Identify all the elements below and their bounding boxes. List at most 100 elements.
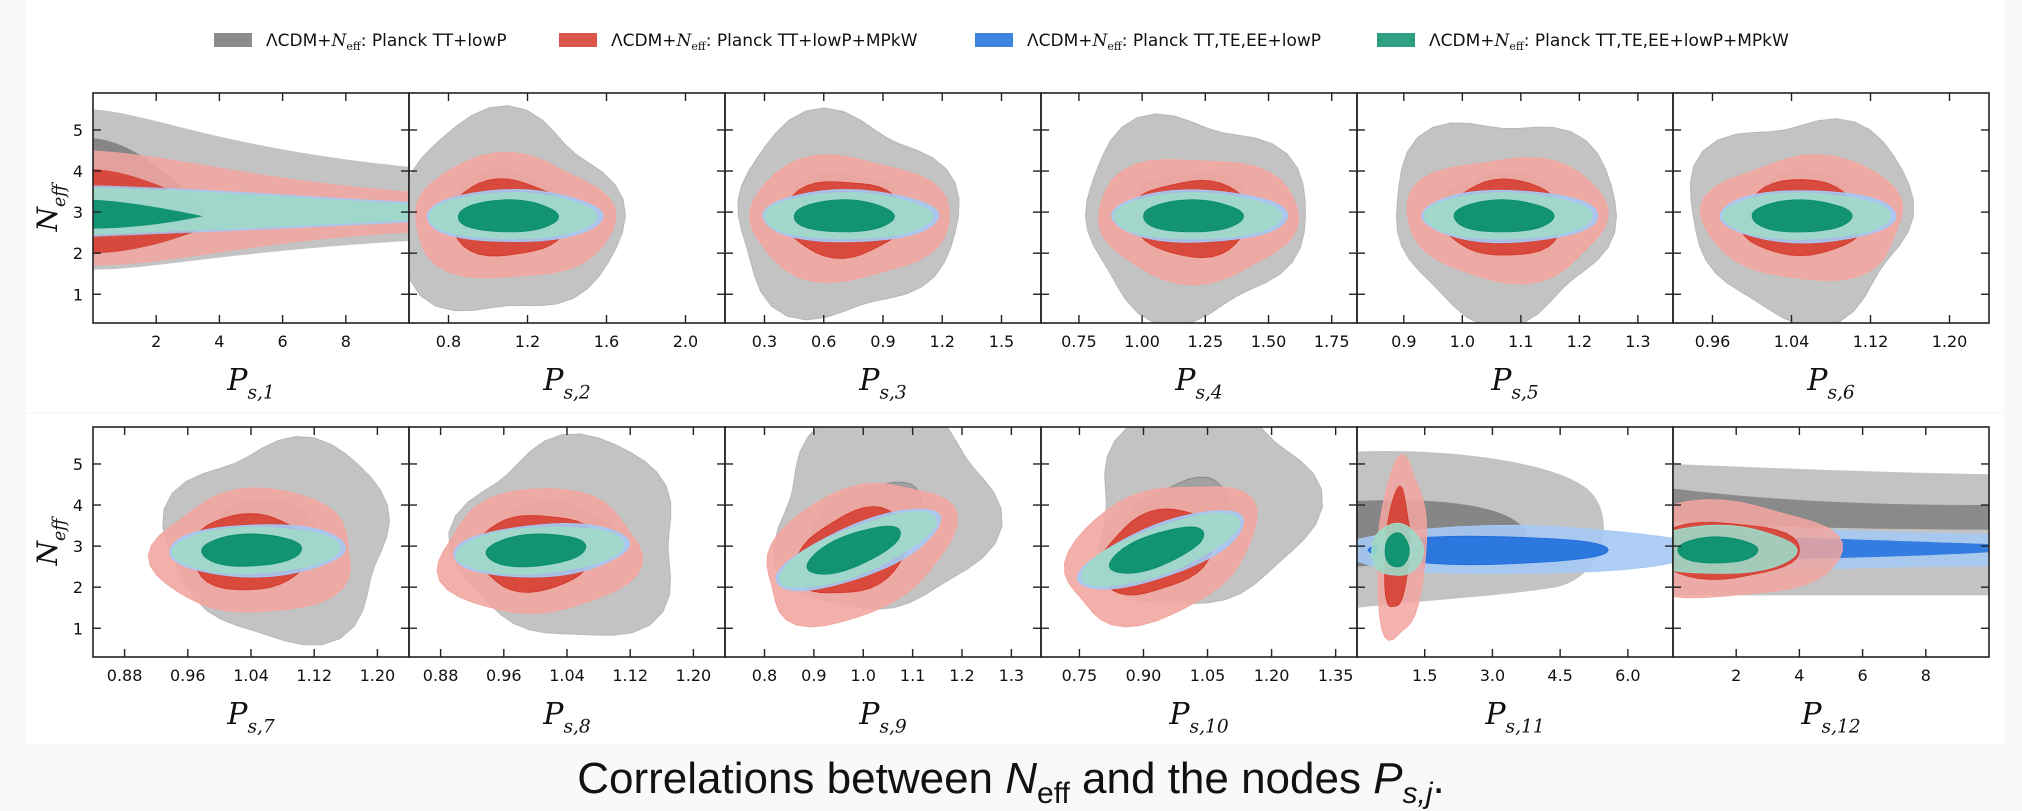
x-tick-label: 1.04 bbox=[233, 666, 269, 685]
x-axis-label: Ps,2 bbox=[542, 363, 590, 403]
x-tick-label: 0.8 bbox=[436, 332, 461, 351]
legend: ΛCDM+Neff: Planck TT+lowP ΛCDM+Neff: Plan… bbox=[214, 31, 1789, 53]
legend-swatch-4 bbox=[1377, 33, 1415, 47]
legend-label-2: ΛCDM+Neff: Planck TT+lowP+MPkW bbox=[611, 31, 918, 53]
x-tick-label: 0.96 bbox=[170, 666, 206, 685]
panel-6: 0.96 1.04 1.12 1.20 Ps,6 bbox=[1672, 92, 1990, 403]
x-tick-label: 1.04 bbox=[549, 666, 585, 685]
x-tick-label: 1.2 bbox=[930, 332, 955, 351]
panel-5: 0.9 1.0 1.1 1.2 1.3 Ps,5 bbox=[1356, 92, 1674, 403]
x-tick-label: 0.75 bbox=[1061, 332, 1097, 351]
panel-frame bbox=[1672, 426, 1990, 658]
x-tick-label: 1.6 bbox=[594, 332, 619, 351]
figure-caption: Correlations between Neff and the nodes … bbox=[0, 754, 2022, 811]
x-tick-label: 6 bbox=[1858, 666, 1868, 685]
x-tick-label: 0.9 bbox=[1391, 332, 1416, 351]
x-tick-label: 1.75 bbox=[1314, 332, 1350, 351]
x-tick-label: 4.5 bbox=[1547, 666, 1572, 685]
y-tick-label: 5 bbox=[73, 455, 83, 474]
x-tick-label: 1.20 bbox=[1254, 666, 1290, 685]
x-tick-label: 8 bbox=[341, 332, 351, 351]
legend-label-1: ΛCDM+Neff: Planck TT+lowP bbox=[266, 31, 507, 53]
panel-12: 2 4 6 8 Ps,12 bbox=[1672, 426, 1990, 737]
y-tick-label: 4 bbox=[73, 496, 83, 515]
x-axis-label: Ps,7 bbox=[226, 697, 275, 737]
caption-p: P bbox=[1373, 754, 1403, 803]
x-axis-label: Ps,11 bbox=[1484, 697, 1544, 737]
x-tick-label: 1.2 bbox=[1567, 332, 1592, 351]
x-tick-label: 1.04 bbox=[1774, 332, 1810, 351]
y-tick-label: 4 bbox=[73, 162, 83, 181]
y-axis-label: Neff bbox=[31, 182, 70, 233]
panel-9: 0.8 0.9 1.0 1.1 1.2 1.3 Ps,9 bbox=[724, 426, 1042, 737]
panel-1: 2 4 6 8 1 2 3 4 5 Neff Ps,1 bbox=[31, 92, 410, 403]
legend-label-3: ΛCDM+Neff: Planck TT,TE,EE+lowP bbox=[1027, 31, 1321, 53]
y-tick-label: 2 bbox=[73, 578, 83, 597]
x-tick-label: 1.2 bbox=[515, 332, 540, 351]
x-tick-label: 0.88 bbox=[107, 666, 143, 685]
x-tick-label: 1.35 bbox=[1318, 666, 1354, 685]
x-tick-label: 0.9 bbox=[801, 666, 826, 685]
panel-2: 0.8 1.2 1.6 2.0 Ps,2 bbox=[408, 92, 726, 403]
x-axis-label: Ps,10 bbox=[1168, 697, 1228, 737]
x-axis-label: Ps,6 bbox=[1806, 363, 1855, 403]
x-tick-label: 4 bbox=[214, 332, 224, 351]
legend-swatch-3 bbox=[975, 33, 1013, 47]
x-tick-label: 1.12 bbox=[296, 666, 332, 685]
x-tick-label: 0.75 bbox=[1062, 666, 1098, 685]
x-tick-label: 1.1 bbox=[1508, 332, 1533, 351]
caption-n-sub: eff bbox=[1037, 776, 1070, 810]
x-tick-label: 1.12 bbox=[1853, 332, 1889, 351]
y-tick-label: 1 bbox=[73, 285, 83, 304]
x-tick-label: 0.96 bbox=[486, 666, 522, 685]
y-tick-label: 5 bbox=[73, 121, 83, 140]
x-tick-label: 1.2 bbox=[949, 666, 974, 685]
x-tick-label: 1.50 bbox=[1251, 332, 1287, 351]
x-tick-label: 2 bbox=[1731, 666, 1741, 685]
y-tick-label: 3 bbox=[73, 203, 83, 222]
x-tick-label: 1.05 bbox=[1190, 666, 1226, 685]
x-tick-label: 0.9 bbox=[870, 332, 895, 351]
legend-swatch-2 bbox=[559, 33, 597, 47]
panel-10: 0.75 0.90 1.05 1.20 1.35 Ps,10 bbox=[1040, 426, 1358, 737]
x-axis-label: Ps,12 bbox=[1800, 697, 1860, 737]
x-tick-label: 1.20 bbox=[1932, 332, 1968, 351]
x-axis-label: Ps,5 bbox=[1490, 363, 1538, 403]
x-axis-label: Ps,4 bbox=[1174, 363, 1222, 403]
x-tick-label: 1.5 bbox=[1412, 666, 1437, 685]
x-tick-label: 4 bbox=[1794, 666, 1804, 685]
x-tick-label: 2 bbox=[151, 332, 161, 351]
x-tick-label: 1.0 bbox=[851, 666, 876, 685]
caption-prefix: Correlations between bbox=[577, 754, 1006, 803]
x-axis-label: Ps,8 bbox=[542, 697, 591, 737]
panel-11: 1.5 3.0 4.5 6.0 Ps,11 bbox=[1356, 426, 1674, 737]
panel-3: 0.3 0.6 0.9 1.2 1.5 Ps,3 bbox=[724, 92, 1042, 403]
panel-7: 0.88 0.96 1.04 1.12 1.20 1 2 3 4 5 Neff Ps,7 bbox=[31, 426, 410, 737]
x-tick-label: 1.5 bbox=[989, 332, 1014, 351]
y-tick-label: 2 bbox=[73, 244, 83, 263]
panel-frame bbox=[1672, 92, 1990, 324]
x-tick-label: 1.00 bbox=[1124, 332, 1160, 351]
caption-mid: and the nodes bbox=[1069, 754, 1374, 803]
x-axis-label: Ps,9 bbox=[858, 697, 907, 737]
y-tick-label: 3 bbox=[73, 537, 83, 556]
legend-label-4: ΛCDM+Neff: Planck TT,TE,EE+lowP+MPkW bbox=[1429, 31, 1789, 53]
legend-swatch-1 bbox=[214, 33, 252, 47]
x-tick-label: 1.0 bbox=[1450, 332, 1475, 351]
x-axis-label: Ps,3 bbox=[858, 363, 906, 403]
caption-suffix: . bbox=[1432, 754, 1445, 803]
x-tick-label: 1.25 bbox=[1188, 332, 1224, 351]
y-tick-label: 1 bbox=[73, 619, 83, 638]
x-tick-label: 1.1 bbox=[900, 666, 925, 685]
x-tick-label: 2.0 bbox=[673, 332, 698, 351]
caption-n: N bbox=[1005, 754, 1038, 803]
x-tick-label: 3.0 bbox=[1480, 666, 1505, 685]
x-tick-label: 1.20 bbox=[676, 666, 712, 685]
x-tick-label: 0.90 bbox=[1126, 666, 1162, 685]
x-axis-label: Ps,1 bbox=[226, 363, 274, 403]
x-tick-label: 0.6 bbox=[811, 332, 836, 351]
x-tick-label: 0.3 bbox=[752, 332, 777, 351]
x-tick-label: 8 bbox=[1921, 666, 1931, 685]
x-tick-label: 1.20 bbox=[360, 666, 396, 685]
x-tick-label: 0.96 bbox=[1695, 332, 1731, 351]
